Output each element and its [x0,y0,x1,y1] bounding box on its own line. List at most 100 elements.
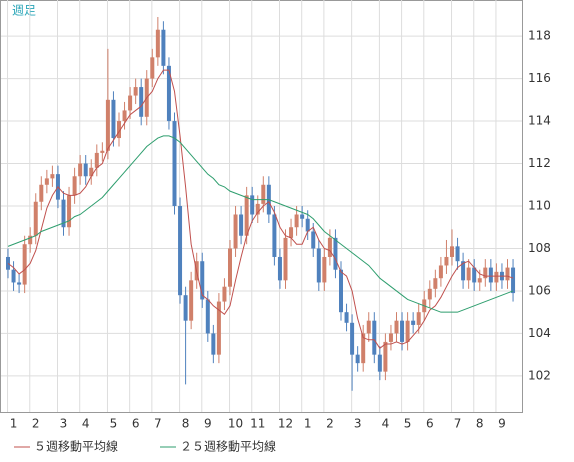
x-tick-label: 8 [182,417,190,431]
x-tick-label: 11 [250,417,265,431]
candle-body [416,312,421,325]
candle-body [150,57,155,79]
candle-body [100,150,105,153]
candle-body [511,267,516,294]
candle-body [166,65,171,122]
candle-body [33,201,38,236]
x-tick-label: 4 [382,417,390,431]
candle-body [294,214,299,228]
candle-body [427,288,432,300]
candle-body [161,29,166,66]
candle-body [483,267,488,279]
y-tick-label: 110 [528,199,551,213]
candle-body [28,235,33,245]
candle-body [361,333,366,364]
candle-body [128,95,133,111]
candle-body [72,176,77,196]
candle-body [438,265,443,279]
ma-line [7,135,514,313]
candle-body [488,267,493,283]
candle-body [494,271,499,283]
candle-body [67,195,72,228]
candle-body [200,261,205,300]
x-tick-label: 4 [82,417,90,431]
candle-body [272,214,277,257]
y-tick-label: 118 [528,29,551,43]
x-tick-label: 9 [498,417,506,431]
y-tick-label: 106 [528,283,551,297]
x-tick-label: 1 [10,417,18,431]
candle-body [455,246,460,262]
candle-body [239,214,244,236]
candle-body [322,256,327,283]
candle-body [444,256,449,266]
x-tick-label: 5 [404,417,412,431]
y-tick-label: 112 [528,156,551,170]
candle-body [289,227,294,238]
candle-body [216,301,221,355]
candle-body [311,231,316,249]
candle-body [466,267,471,281]
candle-body [183,295,188,321]
candle-body [139,87,144,117]
candle-body [300,214,305,219]
candle-body [461,261,466,281]
candle-body [372,320,377,355]
candle-body [505,267,510,281]
candle-body [327,237,332,257]
candle-body [350,322,355,355]
candle-body [111,99,116,139]
candle-body [233,214,238,249]
candle-body [261,184,266,204]
legend-label: ２５週移動平均線 [180,439,276,454]
candle-body [255,203,260,215]
y-tick-label: 102 [528,368,551,382]
candle-body [477,278,482,283]
x-tick-label: 3 [354,417,362,431]
candle-body [39,184,44,202]
candle-body [78,163,83,177]
candle-body [339,269,343,313]
x-tick-label: 2 [326,417,334,431]
candle-body [411,320,416,325]
candle-body [388,333,393,342]
candle-body [333,237,338,270]
x-tick-label: 9 [204,417,212,431]
candle-body [89,167,94,177]
candle-body [355,354,360,364]
candle-body [450,246,454,257]
candle-body [155,29,160,58]
candle-body [277,256,282,281]
candle-body [50,174,55,179]
candle-body [189,280,194,321]
candle-body [316,248,321,283]
candle-body [283,237,288,281]
x-tick-label: 5 [110,417,118,431]
x-tick-label: 7 [454,417,462,431]
candle-body [61,199,66,228]
candle-body [17,282,22,285]
candle-body [405,320,410,342]
candle-body [394,320,399,334]
x-tick-label: 2 [32,417,40,431]
y-tick-label: 104 [528,326,551,340]
x-tick-label: 10 [228,417,243,431]
x-tick-label: 8 [476,417,484,431]
y-tick-label: 116 [528,71,551,85]
legend-label: ５週移動平均線 [34,439,118,454]
candle-body [377,354,382,372]
x-tick-label: 6 [426,417,434,431]
candle-body [172,121,177,206]
candle-body [122,110,127,122]
x-tick-label: 12 [278,417,293,431]
candle-body [366,320,371,334]
x-tick-label: 6 [132,417,140,431]
candle-body [178,206,183,296]
candle-body [305,218,310,232]
candle-body [205,299,210,334]
candle-body [472,267,477,283]
candle-body [400,320,405,342]
candle-body [117,121,121,139]
ma-line [7,69,514,350]
